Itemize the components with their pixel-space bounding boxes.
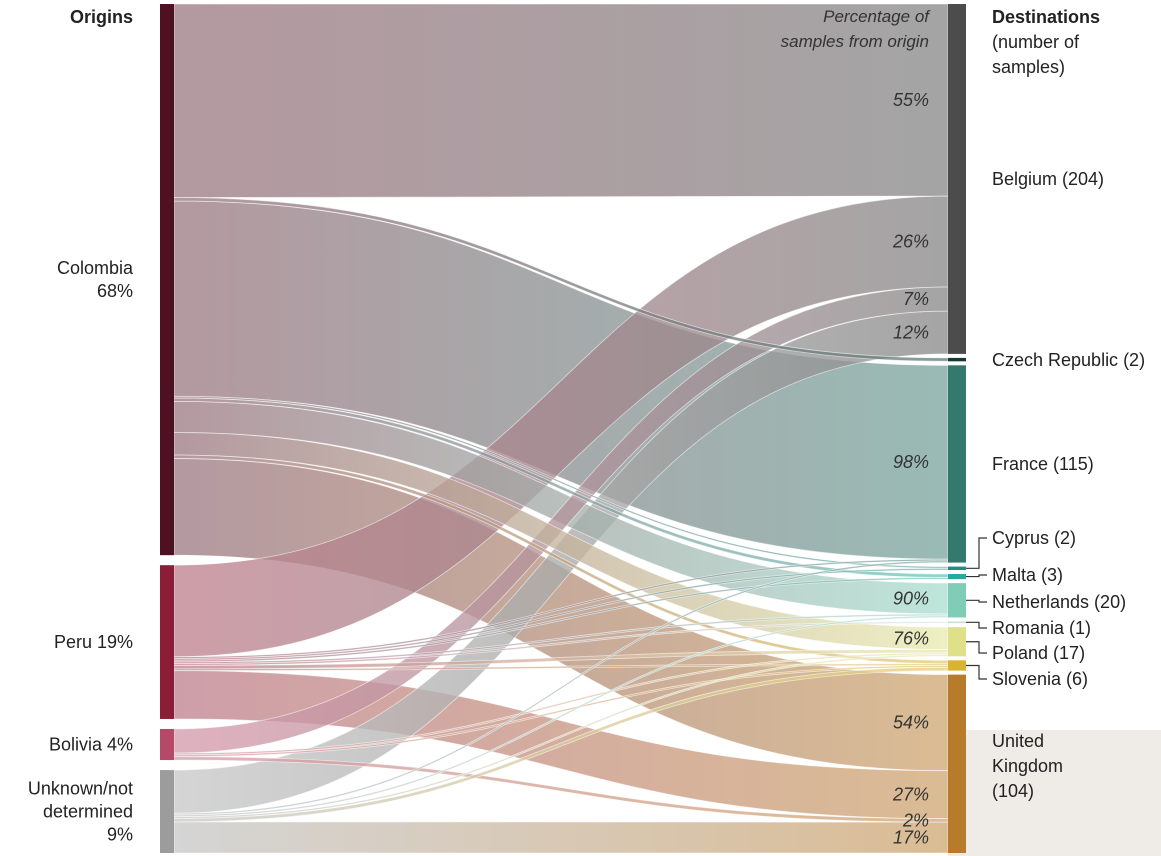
headers: Origins Destinations (number of samples) Per… <box>70 7 1100 77</box>
origins-header: Origins <box>70 7 133 27</box>
pct-label-unknown-belgium: 12% <box>893 322 929 342</box>
uk-highlight-panel <box>948 730 1161 856</box>
flows <box>173 3 949 854</box>
pct-label-colombia-belgium: 55% <box>893 90 929 110</box>
origin-label-unknown: determined <box>43 802 133 822</box>
pct-label-colombia-france: 98% <box>893 452 929 472</box>
leader-line-slovenia <box>966 664 987 680</box>
destination-bar-romania <box>948 621 966 624</box>
destination-bar-netherlands <box>948 583 966 618</box>
destination-bar-slovenia <box>948 660 966 671</box>
destination-bar-france <box>948 365 966 563</box>
pct-label-colombia-uk: 54% <box>893 713 929 733</box>
leader-lines <box>966 537 987 680</box>
destination-label-france: France (115) <box>992 454 1094 474</box>
leader-line-poland <box>966 641 987 654</box>
destination-label-uk: (104) <box>992 781 1034 801</box>
destinations-header: (number of <box>992 32 1080 52</box>
percentage-labels: 55% 26% 7% 12% 98% 90% 76% 54% 27% 2%17% <box>892 90 929 848</box>
origin-label-unknown: Unknown/not <box>28 779 133 799</box>
leader-line-romania <box>966 621 987 629</box>
node-labels: Colombia 68% Peru 19% Bolivia 4% Unknown/not… <box>28 169 1145 845</box>
destination-bar-poland <box>948 627 966 657</box>
destinations-header: Destinations <box>992 7 1100 27</box>
flow-unknown-to-france <box>173 560 949 816</box>
destination-label-slovenia: Slovenia (6) <box>992 669 1088 689</box>
destination-bar-czech <box>948 357 966 362</box>
pct-label-peru-belgium: 26% <box>892 232 929 252</box>
pct-label-colombia-poland: 76% <box>893 628 929 648</box>
destination-label-uk: United <box>992 731 1044 751</box>
pct-label-unknown-uk: 17% <box>893 828 929 848</box>
destination-label-romania: Romania (1) <box>992 618 1091 638</box>
destination-bar-cyprus <box>948 566 966 571</box>
flow-unknown-to-netherlands <box>173 615 949 818</box>
origin-bar-unknown <box>160 770 174 853</box>
pct-label-bolivia-belgium: 7% <box>903 289 929 309</box>
leader-line-malta <box>966 574 987 578</box>
nodes <box>160 4 966 853</box>
destination-label-belgium: Belgium (204) <box>992 169 1104 189</box>
pct-label-colombia-netherlands: 90% <box>893 589 929 609</box>
destination-label-poland: Poland (17) <box>992 643 1085 663</box>
origin-label-peru: Peru 19% <box>54 632 133 652</box>
origin-label-bolivia: Bolivia 4% <box>49 735 133 755</box>
flow-peru-to-malta <box>173 577 949 663</box>
origin-label-colombia: 68% <box>97 281 133 301</box>
destination-bar-belgium <box>948 4 966 354</box>
destination-label-netherlands: Netherlands (20) <box>992 592 1126 612</box>
origin-bar-peru <box>160 565 174 719</box>
destinations-header: samples) <box>992 57 1065 77</box>
origin-label-colombia: Colombia <box>57 258 134 278</box>
destination-label-malta: Malta (3) <box>992 565 1063 585</box>
destination-label-cyprus: Cyprus (2) <box>992 528 1076 548</box>
destination-bar-uk <box>948 674 966 853</box>
destination-label-czech: Czech Republic (2) <box>992 350 1145 370</box>
flow-unknown-to-uk <box>173 821 949 854</box>
leader-line-cyprus <box>966 537 987 569</box>
pct-label-peru-uk: 27% <box>892 785 929 805</box>
origin-bar-colombia <box>160 4 174 556</box>
pct-label-bolivia-uk: 2% <box>902 810 929 830</box>
destination-bar-malta <box>948 574 966 580</box>
destination-label-uk: Kingdom <box>992 756 1063 776</box>
origin-bar-bolivia <box>160 728 174 761</box>
origin-label-unknown: 9% <box>107 825 133 845</box>
flow-peru-to-romania <box>173 621 949 666</box>
leader-line-netherlands <box>966 599 987 603</box>
percentage-header: samples from origin <box>781 32 929 51</box>
percentage-header: Percentage of <box>823 7 931 26</box>
